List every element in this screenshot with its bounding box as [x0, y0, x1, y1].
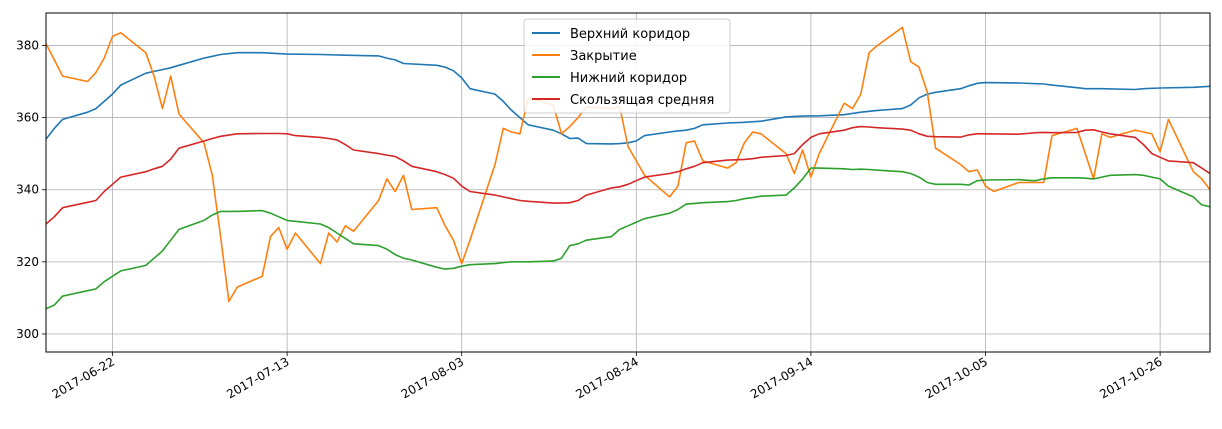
- x-tick-label: 2017-10-26: [1097, 354, 1164, 401]
- plot-frame: [45, 12, 1211, 353]
- x-tick-label: 2017-10-05: [923, 354, 990, 401]
- series-line: [46, 125, 1210, 225]
- legend-label: Закрытие: [570, 49, 637, 64]
- legend: Верхний коридор Закрытие Нижний коридор Ско…: [523, 18, 731, 114]
- legend-label: Нижний коридор: [570, 71, 687, 86]
- y-tick-label: 340: [16, 183, 39, 197]
- y-tick-label: 360: [16, 111, 39, 125]
- x-tick-label: 2017-08-24: [573, 354, 640, 401]
- series-line: [46, 51, 1210, 145]
- x-tick-label: 2017-07-13: [224, 354, 291, 401]
- x-tick-label: 2017-08-03: [399, 354, 466, 401]
- series-line: [46, 26, 1210, 303]
- x-tick-label: 2017-09-14: [748, 354, 815, 401]
- x-tick-label: 2017-06-22: [50, 354, 117, 401]
- y-tick-label: 300: [16, 327, 39, 341]
- y-tick-label: 320: [16, 255, 39, 269]
- series-lines: [46, 26, 1210, 310]
- legend-label: Скользящая средняя: [570, 93, 714, 108]
- legend-label: Верхний коридор: [570, 27, 690, 42]
- series-line: [46, 167, 1210, 310]
- legend-box: [523, 18, 731, 114]
- y-tick-label: 380: [16, 38, 39, 52]
